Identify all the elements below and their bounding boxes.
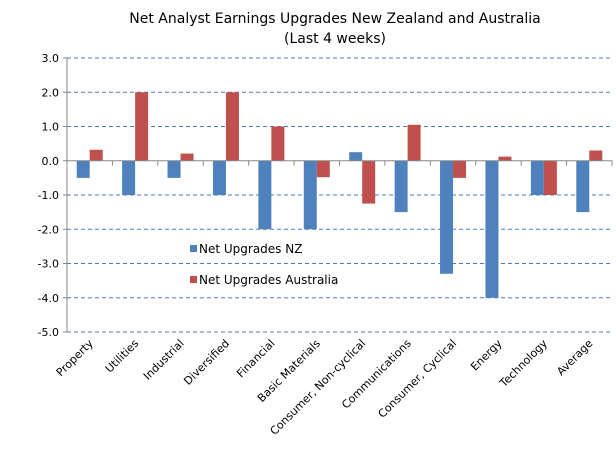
y-tick-label: -3.0 xyxy=(38,258,59,271)
bar-australia xyxy=(543,160,557,195)
chart-subtitle: (Last 4 weeks) xyxy=(284,31,386,47)
bar-nz xyxy=(485,160,499,298)
y-tick-label: -2.0 xyxy=(38,223,59,236)
x-tick-label: Utilities xyxy=(103,337,142,376)
bar-nz xyxy=(394,160,408,213)
bar-nz xyxy=(167,160,181,178)
bar-australia xyxy=(362,160,376,204)
x-tick-label: Financial xyxy=(234,337,277,380)
bar-australia xyxy=(498,156,512,161)
bar-nz xyxy=(349,152,363,161)
bar-australia xyxy=(589,150,603,161)
y-tick-label: 2.0 xyxy=(42,86,60,99)
y-tick-label: -5.0 xyxy=(38,326,59,339)
bar-australia xyxy=(225,92,239,161)
bar-nz xyxy=(122,160,136,195)
bar-australia xyxy=(89,149,103,161)
x-tick-label: Property xyxy=(54,337,96,379)
x-tick-label: Diversified xyxy=(181,337,232,388)
bar-nz xyxy=(303,160,317,230)
y-tick-label: -4.0 xyxy=(38,292,59,305)
bar-australia xyxy=(180,153,194,161)
x-tick-label: Technology xyxy=(497,337,551,391)
bar-nz xyxy=(212,160,226,195)
bar-nz xyxy=(76,160,90,178)
bar-australia xyxy=(453,160,467,178)
bar-australia xyxy=(316,160,330,178)
bar-nz xyxy=(258,160,272,230)
legend-swatch xyxy=(190,276,197,283)
y-tick-label: 0.0 xyxy=(42,155,60,168)
y-tick-label: -1.0 xyxy=(38,189,59,202)
x-tick-label: Industrial xyxy=(141,337,187,383)
bar-australia xyxy=(271,126,285,161)
bar-nz xyxy=(576,160,590,213)
bar-australia xyxy=(407,124,421,161)
x-tick-label: Consumer, Cyclical xyxy=(376,337,460,421)
y-tick-label: 3.0 xyxy=(42,52,60,65)
bar-nz xyxy=(530,160,544,195)
bar-australia xyxy=(135,92,149,161)
chart-title: Net Analyst Earnings Upgrades New Zealan… xyxy=(129,11,540,27)
x-tick-label: Average xyxy=(554,337,595,378)
x-tick-label: Energy xyxy=(468,337,505,374)
y-tick-label: 1.0 xyxy=(42,121,60,134)
legend-swatch xyxy=(190,245,197,252)
legend-label: Net Upgrades Australia xyxy=(199,273,338,287)
bar-nz xyxy=(440,160,454,274)
legend-label: Net Upgrades NZ xyxy=(199,242,302,256)
